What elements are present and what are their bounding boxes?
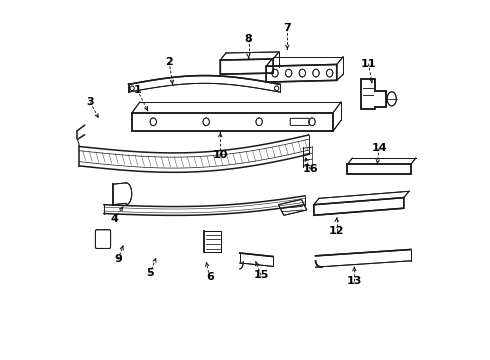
Text: 6: 6 [206, 272, 214, 282]
Text: 2: 2 [165, 57, 173, 67]
Text: 10: 10 [213, 150, 228, 160]
Text: 9: 9 [114, 255, 122, 264]
Text: 3: 3 [87, 98, 94, 107]
Text: 7: 7 [283, 23, 291, 33]
Text: 5: 5 [146, 269, 153, 279]
Text: 14: 14 [371, 143, 387, 153]
Text: 16: 16 [302, 165, 318, 174]
Text: 4: 4 [111, 214, 119, 224]
Text: 1: 1 [133, 85, 141, 95]
Text: 12: 12 [329, 226, 344, 236]
Text: 11: 11 [361, 59, 376, 68]
Text: 15: 15 [253, 270, 269, 280]
Text: 8: 8 [245, 34, 252, 44]
Text: 13: 13 [347, 275, 362, 285]
